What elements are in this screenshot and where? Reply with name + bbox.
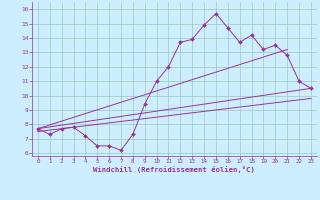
X-axis label: Windchill (Refroidissement éolien,°C): Windchill (Refroidissement éolien,°C) [93,166,255,173]
